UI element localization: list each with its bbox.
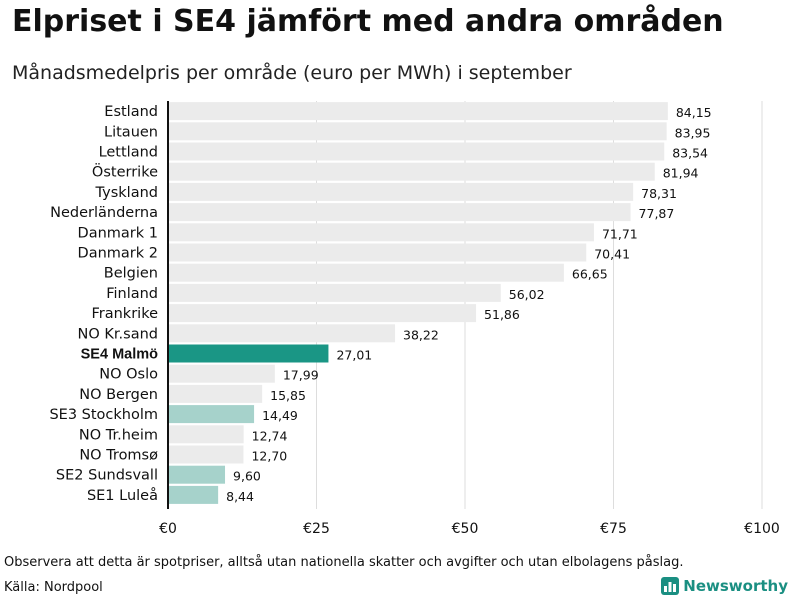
category-label: Österrike	[92, 163, 158, 181]
category-label: Belgien	[104, 266, 158, 282]
value-label: 9,60	[233, 469, 261, 484]
bar	[168, 304, 477, 323]
chart-title: Elpriset i SE4 jämfört med andra områden	[12, 4, 724, 39]
bar	[168, 263, 564, 282]
value-label: 38,22	[403, 327, 439, 342]
category-label: Nederländerna	[50, 205, 158, 221]
bar	[168, 283, 501, 302]
value-label: 83,54	[672, 146, 708, 161]
x-tick-label: €50	[452, 521, 479, 537]
brand-name: Newsworthy	[683, 577, 788, 595]
value-label: 27,01	[336, 348, 372, 363]
value-label: 8,44	[226, 489, 254, 504]
value-label: 56,02	[509, 287, 545, 302]
value-label: 66,65	[572, 267, 608, 282]
category-label: SE2 Sundsvall	[56, 468, 158, 484]
chart-subtitle: Månadsmedelpris per område (euro per MWh…	[12, 62, 572, 84]
category-label: NO Kr.sand	[78, 326, 158, 342]
footnote: Observera att detta är spotpriser, allts…	[4, 555, 684, 570]
bar	[168, 405, 255, 424]
value-label: 78,31	[641, 186, 677, 201]
value-label: 12,74	[252, 428, 288, 443]
newsworthy-logo-icon	[661, 577, 680, 595]
value-label: 14,49	[262, 408, 298, 423]
bar	[168, 122, 667, 141]
category-label: SE1 Luleå	[87, 487, 158, 504]
category-label: Finland	[106, 286, 158, 302]
bar	[168, 203, 631, 222]
value-label: 81,94	[663, 166, 699, 181]
category-label: NO Oslo	[99, 367, 158, 383]
bar	[168, 223, 594, 242]
bar	[168, 485, 219, 504]
bar	[168, 182, 634, 201]
bar	[168, 384, 263, 403]
category-label: Lettland	[99, 145, 158, 161]
value-label: 51,86	[484, 307, 520, 322]
bar	[168, 465, 226, 484]
value-label: 17,99	[283, 368, 319, 383]
category-label: Danmark 1	[78, 225, 158, 241]
value-label: 77,87	[639, 206, 675, 221]
x-tick-label: €100	[744, 521, 780, 537]
value-label: 12,70	[251, 449, 287, 464]
brand-logo: Newsworthy	[661, 577, 788, 595]
bar	[168, 445, 244, 464]
bar	[168, 162, 655, 181]
bar	[168, 344, 329, 363]
x-tick-label: €0	[159, 521, 177, 537]
bar	[168, 364, 275, 383]
x-tick-label: €75	[600, 521, 627, 537]
source-text: Källa: Nordpool	[4, 580, 103, 595]
category-label: NO Bergen	[79, 387, 158, 403]
bar-chart: Estland 84,15 Litauen 83,95 Lettland 83,54 Öst…	[49, 101, 780, 537]
value-label: 71,71	[602, 226, 638, 241]
bar	[168, 243, 587, 262]
category-label: NO Tromsø	[79, 448, 158, 464]
category-label: SE3 Stockholm	[49, 407, 158, 423]
category-label: SE4 Malmö	[81, 347, 158, 363]
category-label: NO Tr.heim	[79, 427, 158, 443]
category-label: Litauen	[104, 124, 158, 140]
value-label: 15,85	[270, 388, 306, 403]
x-tick-label: €25	[303, 521, 330, 537]
category-label: Frankrike	[91, 306, 158, 322]
category-label: Danmark 2	[78, 246, 158, 262]
value-label: 83,95	[675, 125, 711, 140]
value-label: 70,41	[594, 247, 630, 262]
category-label: Estland	[104, 104, 158, 120]
bar	[168, 102, 668, 121]
value-label: 84,15	[676, 105, 712, 120]
bar	[168, 425, 244, 444]
category-label: Tyskland	[95, 185, 158, 201]
bar	[168, 324, 396, 343]
bar	[168, 142, 665, 161]
